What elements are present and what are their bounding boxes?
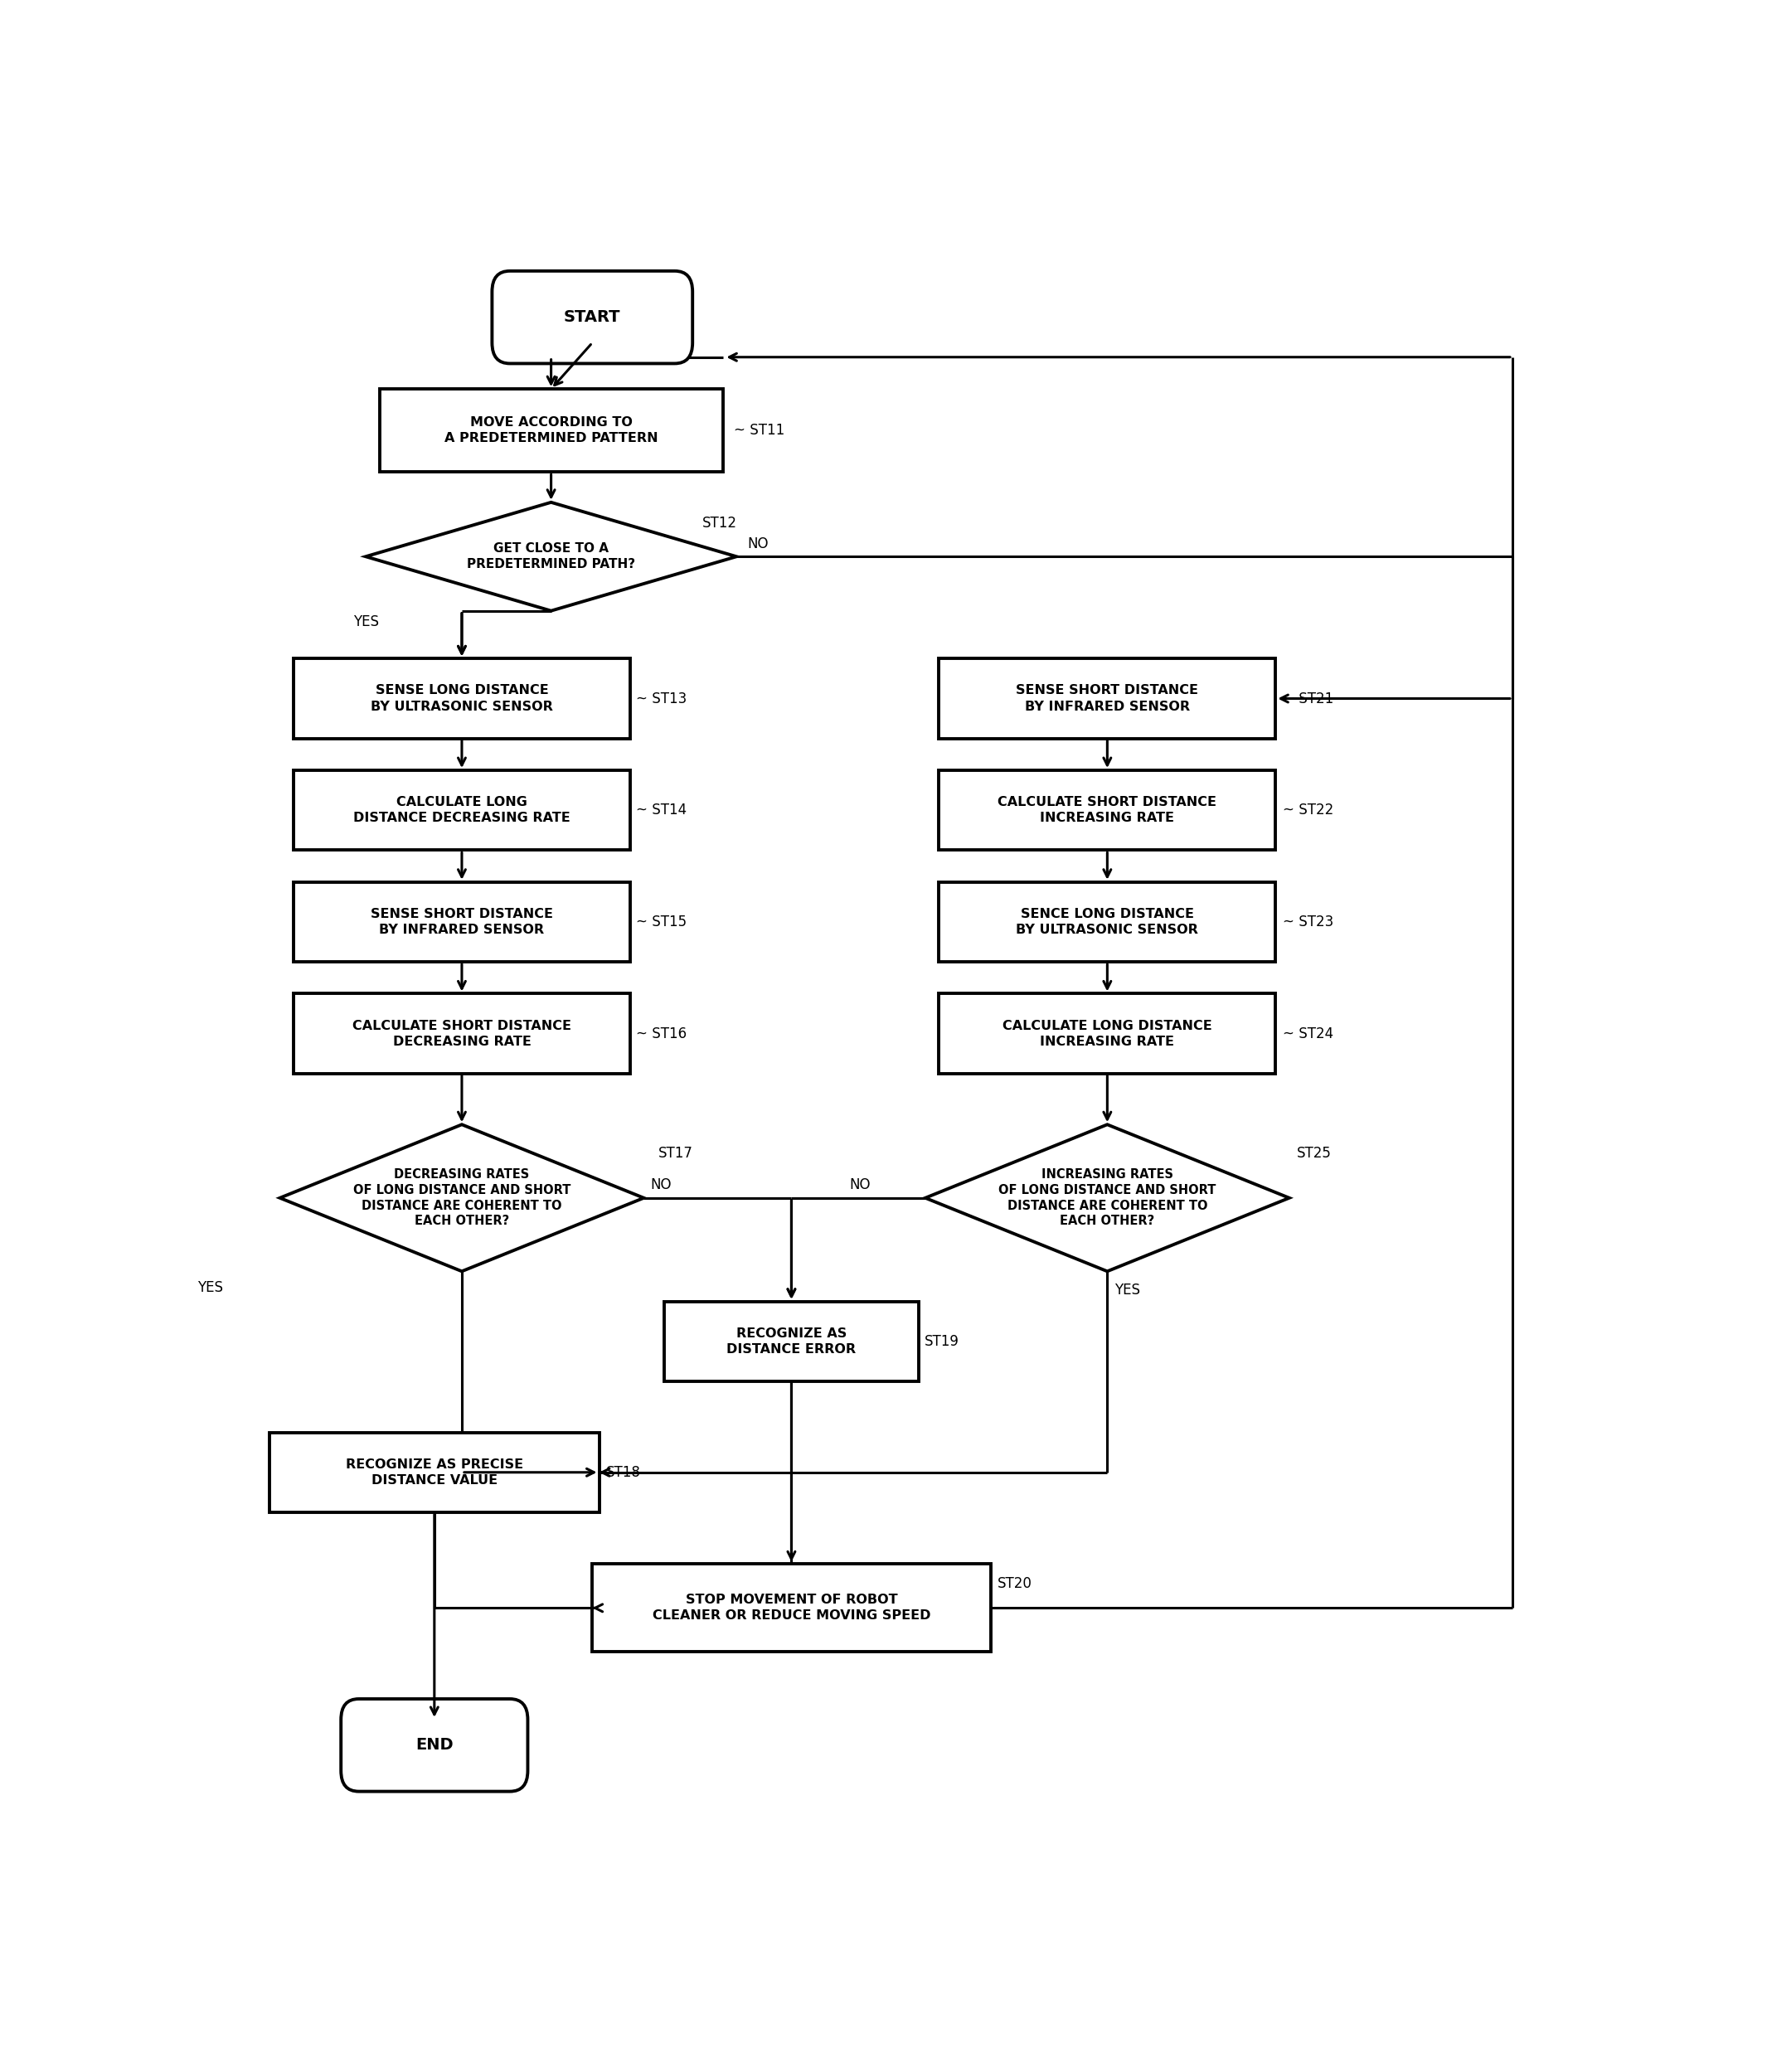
FancyBboxPatch shape bbox=[939, 771, 1276, 850]
Text: NO: NO bbox=[748, 537, 769, 551]
Text: ~ ST23: ~ ST23 bbox=[1283, 914, 1334, 930]
FancyBboxPatch shape bbox=[294, 995, 631, 1073]
FancyBboxPatch shape bbox=[340, 1699, 528, 1792]
Text: NO: NO bbox=[650, 1177, 672, 1193]
Text: ~ ST15: ~ ST15 bbox=[636, 914, 688, 930]
Text: SENSE SHORT DISTANCE
BY INFRARED SENSOR: SENSE SHORT DISTANCE BY INFRARED SENSOR bbox=[1015, 684, 1198, 713]
Text: RECOGNIZE AS PRECISE
DISTANCE VALUE: RECOGNIZE AS PRECISE DISTANCE VALUE bbox=[346, 1459, 523, 1486]
Text: ~ ST14: ~ ST14 bbox=[636, 802, 688, 818]
FancyBboxPatch shape bbox=[664, 1301, 918, 1382]
Text: ~ ST21: ~ ST21 bbox=[1283, 692, 1334, 707]
FancyBboxPatch shape bbox=[294, 883, 631, 961]
Text: NO: NO bbox=[851, 1177, 870, 1193]
Text: ~ ST13: ~ ST13 bbox=[636, 692, 688, 707]
Polygon shape bbox=[365, 501, 737, 611]
Polygon shape bbox=[280, 1125, 643, 1272]
Text: CALCULATE LONG
DISTANCE DECREASING RATE: CALCULATE LONG DISTANCE DECREASING RATE bbox=[353, 796, 571, 825]
Text: GET CLOSE TO A
PREDETERMINED PATH?: GET CLOSE TO A PREDETERMINED PATH? bbox=[466, 543, 636, 570]
Text: ~ ST11: ~ ST11 bbox=[734, 423, 785, 437]
FancyBboxPatch shape bbox=[379, 390, 723, 472]
Text: SENSE SHORT DISTANCE
BY INFRARED SENSOR: SENSE SHORT DISTANCE BY INFRARED SENSOR bbox=[370, 908, 553, 937]
Text: ST19: ST19 bbox=[925, 1334, 959, 1349]
Text: DECREASING RATES
OF LONG DISTANCE AND SHORT
DISTANCE ARE COHERENT TO
EACH OTHER?: DECREASING RATES OF LONG DISTANCE AND SH… bbox=[353, 1169, 571, 1227]
Polygon shape bbox=[925, 1125, 1290, 1272]
Text: START: START bbox=[563, 309, 620, 325]
FancyBboxPatch shape bbox=[294, 771, 631, 850]
Text: CALCULATE SHORT DISTANCE
INCREASING RATE: CALCULATE SHORT DISTANCE INCREASING RATE bbox=[998, 796, 1217, 825]
Text: ST17: ST17 bbox=[657, 1146, 693, 1160]
FancyBboxPatch shape bbox=[592, 1564, 991, 1651]
Text: ST12: ST12 bbox=[702, 516, 737, 530]
Text: STOP MOVEMENT OF ROBOT
CLEANER OR REDUCE MOVING SPEED: STOP MOVEMENT OF ROBOT CLEANER OR REDUCE… bbox=[652, 1593, 930, 1622]
Text: SENSE LONG DISTANCE
BY ULTRASONIC SENSOR: SENSE LONG DISTANCE BY ULTRASONIC SENSOR bbox=[370, 684, 553, 713]
Text: ST20: ST20 bbox=[998, 1577, 1031, 1591]
Text: ST18: ST18 bbox=[606, 1465, 641, 1479]
FancyBboxPatch shape bbox=[939, 883, 1276, 961]
FancyBboxPatch shape bbox=[939, 659, 1276, 738]
Text: MOVE ACCORDING TO
A PREDETERMINED PATTERN: MOVE ACCORDING TO A PREDETERMINED PATTER… bbox=[445, 416, 657, 445]
Text: ~ ST16: ~ ST16 bbox=[636, 1026, 688, 1040]
Text: INCREASING RATES
OF LONG DISTANCE AND SHORT
DISTANCE ARE COHERENT TO
EACH OTHER?: INCREASING RATES OF LONG DISTANCE AND SH… bbox=[998, 1169, 1216, 1227]
Text: CALCULATE SHORT DISTANCE
DECREASING RATE: CALCULATE SHORT DISTANCE DECREASING RATE bbox=[353, 1019, 571, 1048]
Text: CALCULATE LONG DISTANCE
INCREASING RATE: CALCULATE LONG DISTANCE INCREASING RATE bbox=[1003, 1019, 1212, 1048]
FancyBboxPatch shape bbox=[939, 995, 1276, 1073]
Text: SENCE LONG DISTANCE
BY ULTRASONIC SENSOR: SENCE LONG DISTANCE BY ULTRASONIC SENSOR bbox=[1015, 908, 1198, 937]
Text: ~ ST22: ~ ST22 bbox=[1283, 802, 1334, 818]
Text: ~ ST24: ~ ST24 bbox=[1283, 1026, 1334, 1040]
FancyBboxPatch shape bbox=[493, 271, 693, 363]
FancyBboxPatch shape bbox=[269, 1432, 599, 1513]
Text: YES: YES bbox=[353, 615, 379, 630]
Text: END: END bbox=[415, 1736, 454, 1753]
Text: ST25: ST25 bbox=[1297, 1146, 1331, 1160]
Text: YES: YES bbox=[197, 1280, 223, 1295]
Text: RECOGNIZE AS
DISTANCE ERROR: RECOGNIZE AS DISTANCE ERROR bbox=[727, 1328, 856, 1355]
Text: YES: YES bbox=[1115, 1283, 1139, 1297]
FancyBboxPatch shape bbox=[294, 659, 631, 738]
